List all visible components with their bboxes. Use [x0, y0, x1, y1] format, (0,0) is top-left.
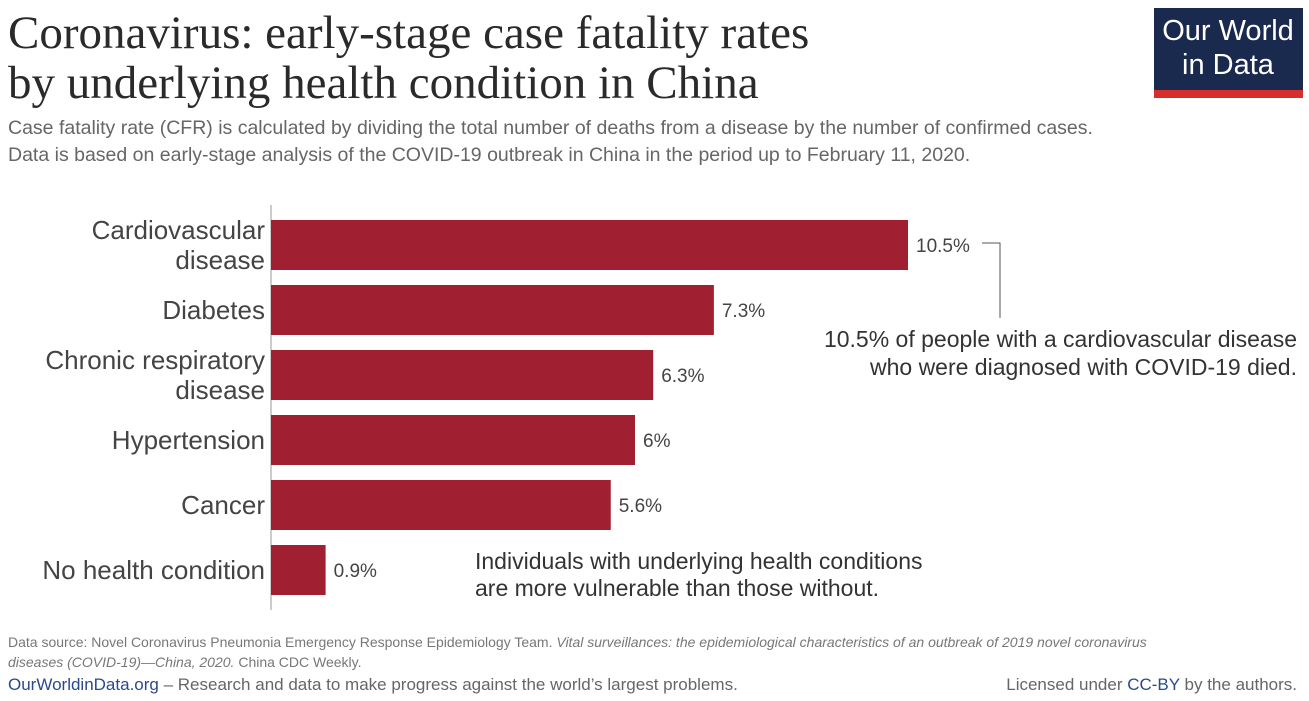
bar — [271, 415, 635, 465]
annotation: Individuals with underlying health condi… — [475, 548, 923, 601]
annotation: 10.5% of people with a cardiovascular di… — [824, 326, 1297, 380]
subtitle: Case fatality rate (CFR) is calculated b… — [8, 117, 1093, 166]
category-label: Cancer — [181, 490, 265, 520]
license-text: Licensed under — [1006, 675, 1127, 694]
category-label: Cardiovascular disease — [92, 215, 266, 275]
logo-text: in Data — [1182, 49, 1275, 81]
license-link[interactable]: CC-BY — [1127, 675, 1180, 694]
value-label: 0.9% — [334, 561, 377, 582]
source-text: Data source: Novel Coronavirus Pneumonia… — [8, 634, 556, 650]
category-label: Hypertension — [112, 425, 265, 455]
category-label: Diabetes — [162, 295, 265, 325]
tagline: – Research and data to make progress aga… — [159, 675, 738, 694]
source: diseases (COVID-19)—China, 2020. China C… — [8, 654, 362, 670]
source-text: Vital surveillances: the epidemiological… — [556, 634, 1146, 650]
bar — [271, 285, 714, 335]
value-label: 5.6% — [619, 496, 662, 517]
value-label: 6% — [643, 431, 671, 452]
license-text: by the authors. — [1180, 675, 1297, 694]
bar — [271, 350, 654, 400]
source-text: diseases (COVID-19)—China, 2020. — [8, 654, 234, 670]
annotation-connector — [982, 242, 1001, 318]
bar — [271, 545, 326, 595]
category-label: Chronic respiratory disease — [45, 345, 265, 405]
value-label: 10.5% — [916, 236, 970, 257]
footer-right: Licensed under CC-BY by the authors. — [1006, 675, 1297, 694]
category-label: No health condition — [42, 555, 265, 585]
logo-text: Our World — [1162, 15, 1294, 47]
chart-title: Coronavirus: early-stage case fatality r… — [8, 7, 809, 109]
value-label: 7.3% — [722, 301, 765, 322]
logo-box — [1154, 8, 1303, 90]
logo[interactable]: Our World in Data — [1154, 8, 1303, 98]
source: Data source: Novel Coronavirus Pneumonia… — [8, 634, 1147, 650]
footer-left: OurWorldinData.org – Research and data t… — [8, 675, 738, 694]
bar — [271, 480, 611, 530]
logo-bar — [1154, 90, 1303, 98]
value-label: 6.3% — [661, 366, 704, 387]
bar — [271, 220, 908, 270]
source-text: China CDC Weekly. — [234, 654, 361, 670]
site-link[interactable]: OurWorldinData.org — [8, 675, 159, 694]
